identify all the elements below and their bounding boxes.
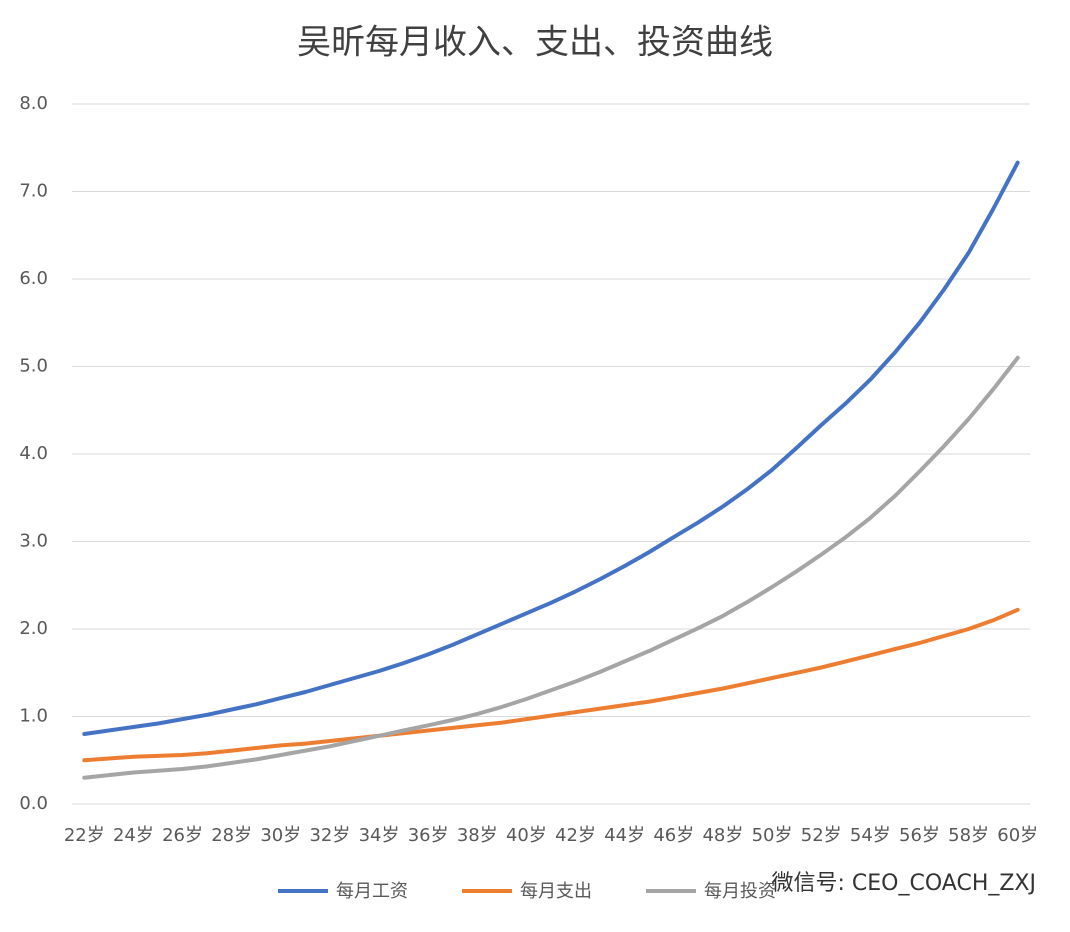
line-series	[82, 355, 1020, 780]
legend-label: 每月投资	[704, 881, 776, 902]
line-series	[82, 607, 1020, 763]
legend-label: 每月工资	[336, 881, 408, 902]
line-series	[82, 160, 1020, 736]
y-tick-label: 7.0	[19, 181, 48, 202]
x-tick-label: 38岁	[457, 825, 498, 846]
y-tick-label: 2.0	[19, 618, 48, 639]
y-tick-label: 5.0	[19, 356, 48, 377]
y-tick-label: 6.0	[19, 268, 48, 289]
x-tick-label: 24岁	[113, 825, 154, 846]
x-tick-label: 34岁	[359, 825, 400, 846]
x-tick-label: 58岁	[948, 825, 989, 846]
y-tick-label: 0.0	[19, 793, 48, 814]
y-tick-label: 3.0	[19, 531, 48, 552]
x-tick-label: 56岁	[899, 825, 940, 846]
x-tick-label: 28岁	[211, 825, 252, 846]
x-tick-label: 36岁	[408, 825, 449, 846]
x-tick-label: 30岁	[260, 825, 301, 846]
x-tick-label: 42岁	[555, 825, 596, 846]
x-tick-label: 48岁	[702, 825, 743, 846]
x-tick-label: 60岁	[997, 825, 1038, 846]
x-tick-label: 22岁	[64, 825, 105, 846]
x-tick-label: 50岁	[752, 825, 793, 846]
legend-label: 每月支出	[520, 881, 592, 902]
watermark: 微信号: CEO_COACH_ZXJ	[772, 871, 1036, 896]
x-tick-label: 26岁	[162, 825, 203, 846]
y-tick-label: 1.0	[19, 706, 48, 727]
x-tick-label: 54岁	[850, 825, 891, 846]
x-tick-label: 40岁	[506, 825, 547, 846]
x-tick-label: 32岁	[309, 825, 350, 846]
x-tick-label: 52岁	[801, 825, 842, 846]
y-tick-label: 8.0	[19, 93, 48, 114]
x-tick-label: 46岁	[653, 825, 694, 846]
y-tick-label: 4.0	[19, 443, 48, 464]
x-tick-label: 44岁	[604, 825, 645, 846]
chart-title: 吴昕每月收入、支出、投资曲线	[297, 23, 773, 63]
